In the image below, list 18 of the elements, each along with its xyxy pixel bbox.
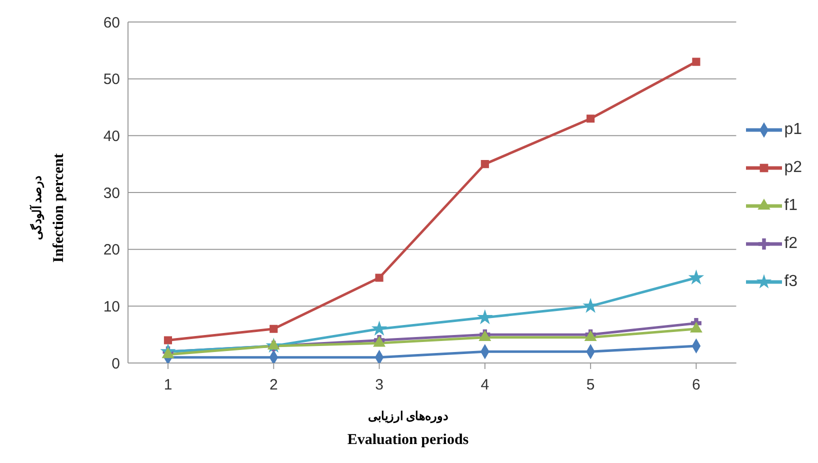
y-tick-label: 50 — [103, 71, 120, 88]
y-tick-label: 60 — [103, 14, 120, 32]
legend-label: p1 — [784, 120, 802, 138]
y-tick-label: 40 — [103, 128, 120, 145]
y-tick-label: 0 — [112, 355, 120, 372]
y-tick-label: 10 — [103, 298, 120, 316]
x-tick-label: 6 — [692, 376, 700, 394]
y-tick-label: 20 — [103, 242, 120, 259]
x-tick-label: 2 — [269, 376, 278, 394]
y-tick-label: 30 — [103, 184, 120, 202]
x-tick-label: 4 — [480, 376, 490, 394]
legend-label: f3 — [784, 272, 798, 290]
x-tick-label: 3 — [375, 376, 384, 394]
legend-label: p2 — [784, 158, 802, 176]
x-tick-label: 5 — [586, 376, 595, 394]
legend-label: f2 — [784, 234, 798, 252]
legend-label: f1 — [784, 196, 798, 214]
x-tick-label: 1 — [164, 376, 172, 394]
